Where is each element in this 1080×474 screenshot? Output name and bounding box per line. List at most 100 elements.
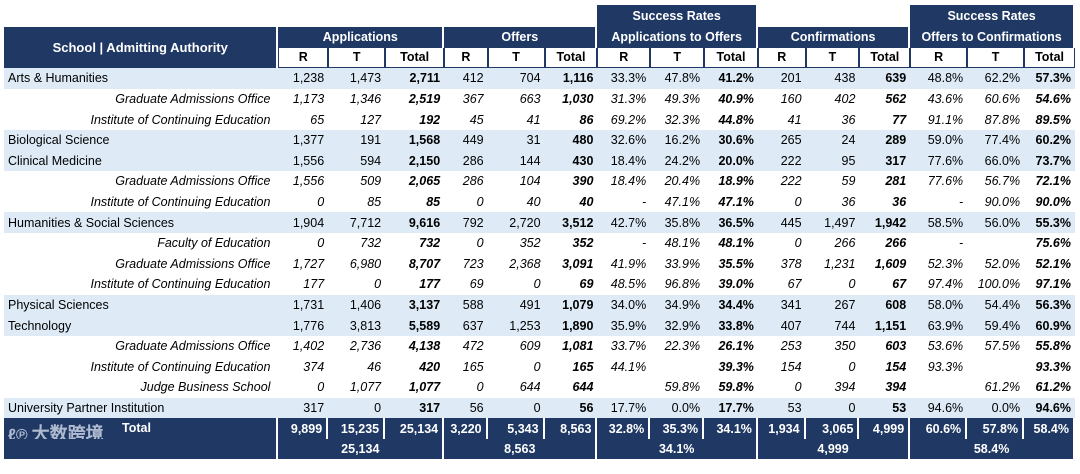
- table-cell: 59: [805, 171, 860, 192]
- offers-to-confirmations-header: Offers to Confirmations: [910, 27, 1075, 48]
- table-cell: 222: [757, 150, 806, 172]
- table-cell: 637: [444, 315, 488, 336]
- table-cell: 0: [278, 377, 329, 398]
- table-cell: 100.0%: [967, 274, 1025, 295]
- table-cell: 30.6%: [704, 129, 758, 151]
- table-cell: 40.9%: [704, 88, 758, 110]
- row-name: Arts & Humanities: [4, 68, 279, 89]
- table-cell: 374: [278, 356, 329, 378]
- table-cell: 390: [544, 171, 598, 192]
- table-cell: 663: [487, 88, 545, 110]
- table-cell: 34.9%: [650, 294, 705, 316]
- table-cell: 87.8%: [967, 109, 1025, 130]
- table-cell: 48.1%: [704, 232, 758, 254]
- table-cell: 44.1%: [597, 356, 651, 378]
- table-cell: 1,173: [278, 88, 329, 110]
- table-cell: 0: [805, 274, 860, 295]
- row-name: University Partner Institution: [4, 397, 279, 419]
- row-name: Judge Business School: [4, 377, 279, 398]
- table-cell: 67: [859, 274, 911, 295]
- row-name: Graduate Admissions Office: [4, 253, 279, 275]
- row-name: Institute of Continuing Education: [4, 191, 279, 213]
- table-cell: 704: [487, 68, 545, 89]
- table-cell: 47.8%: [650, 68, 705, 89]
- table-cell: 49.3%: [650, 88, 705, 110]
- table-cell: 1,238: [278, 68, 329, 89]
- table-cell: 1,231: [805, 253, 860, 275]
- table-cell: 94.6%: [1024, 397, 1075, 419]
- table-cell: 286: [444, 150, 488, 172]
- table-cell: 48.5%: [597, 274, 651, 295]
- table-cell: 472: [444, 335, 488, 357]
- table-cell: 52.3%: [910, 253, 968, 275]
- table-cell: 48.1%: [650, 232, 705, 254]
- table-cell: 73.7%: [1024, 150, 1075, 172]
- table-cell: 33.9%: [650, 253, 705, 275]
- table-cell: 2,065: [385, 171, 445, 192]
- table-cell: 26.1%: [704, 335, 758, 357]
- table-cell: 16.2%: [650, 129, 705, 151]
- table-cell: 2,736: [328, 335, 386, 357]
- subheader-cell: R: [444, 47, 488, 69]
- table-cell: 1,556: [278, 150, 329, 172]
- table-cell: 77.6%: [910, 171, 968, 192]
- table-cell: 32.6%: [597, 129, 651, 151]
- offers-header: Offers: [444, 27, 598, 48]
- table-cell: 34.4%: [704, 294, 758, 316]
- table-cell: 603: [859, 335, 911, 357]
- table-cell: 792: [444, 212, 488, 233]
- table-cell: 41: [757, 109, 806, 130]
- table-cell: 39.0%: [704, 274, 758, 295]
- table-cell: 55.8%: [1024, 335, 1075, 357]
- table-cell: 449: [444, 129, 488, 151]
- table-cell: 265: [757, 129, 806, 151]
- table-cell: 96.8%: [650, 274, 705, 295]
- table-cell: 56: [444, 397, 488, 419]
- table-cell: -: [597, 191, 651, 213]
- table-cell: 1,942: [859, 212, 911, 233]
- table-cell: 1,081: [544, 335, 598, 357]
- table-row: Arts & Humanities 1,238 1,473 2,711 412 704 1,…: [4, 68, 1075, 89]
- table-cell: 52.0%: [967, 253, 1025, 275]
- table-cell: 127: [328, 109, 386, 130]
- row-name: Humanities & Social Sciences: [4, 212, 279, 233]
- table-cell: 53: [757, 397, 806, 419]
- subheader-cell: Total: [859, 47, 911, 69]
- table-cell: 0: [328, 274, 386, 295]
- table-cell: 723: [444, 253, 488, 275]
- table-cell: 177: [385, 274, 445, 295]
- table-cell: 317: [385, 397, 445, 419]
- table-cell: 86: [544, 109, 598, 130]
- table-cell: 62.2%: [967, 68, 1025, 89]
- table-cell: 350: [805, 335, 860, 357]
- table-cell: 32.3%: [650, 109, 705, 130]
- table-cell: 317: [278, 397, 329, 419]
- watermark-logo: ℓ℗ 大数跨境: [8, 424, 104, 439]
- table-cell: 85: [328, 191, 386, 213]
- table-cell: 165: [544, 356, 598, 378]
- table-cell: 608: [859, 294, 911, 316]
- total-confirmations-combined: 4,999: [757, 438, 911, 460]
- table-cell: 39.3%: [704, 356, 758, 378]
- table-cell: 0: [487, 274, 545, 295]
- table-cell: 72.1%: [1024, 171, 1075, 192]
- success-rates-header-2: Success Rates: [910, 5, 1075, 27]
- table-cell: 367: [444, 88, 488, 110]
- table-cell: 56.0%: [967, 212, 1025, 233]
- table-cell: 1,497: [805, 212, 860, 233]
- table-cell: 47.1%: [704, 191, 758, 213]
- table-cell: 36: [805, 191, 860, 213]
- table-cell: 89.5%: [1024, 109, 1075, 130]
- table-cell: 59.8%: [704, 377, 758, 398]
- table-cell: 1,776: [278, 315, 329, 336]
- table-cell: 0: [757, 232, 806, 254]
- table-cell: 394: [859, 377, 911, 398]
- table-cell: 6,980: [328, 253, 386, 275]
- table-cell: 2,720: [487, 212, 545, 233]
- table-cell: 36: [859, 191, 911, 213]
- success-rates-header-1: Success Rates: [597, 5, 758, 27]
- row-name: Clinical Medicine: [4, 150, 279, 172]
- table-row: University Partner Institution 317 0 317 56 0…: [4, 397, 1075, 419]
- total-cell: 9,899: [278, 418, 329, 439]
- table-cell: 69.2%: [597, 109, 651, 130]
